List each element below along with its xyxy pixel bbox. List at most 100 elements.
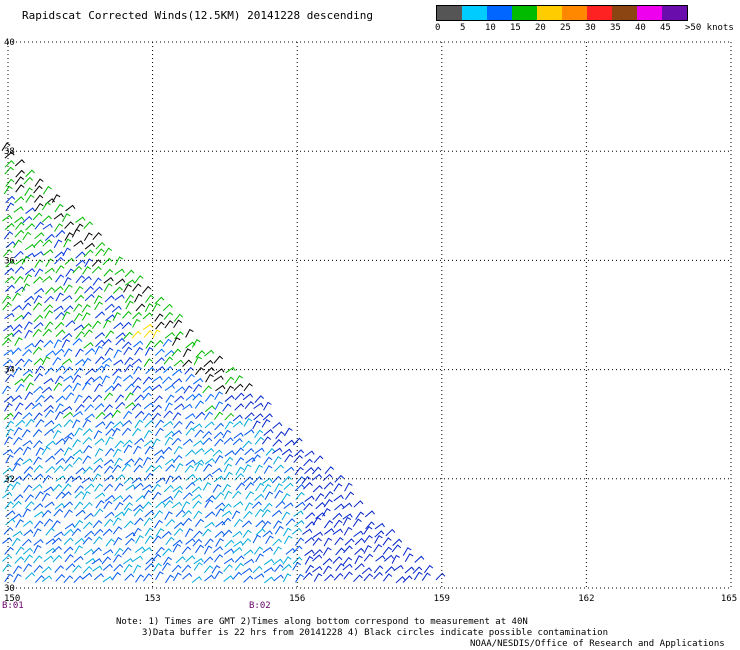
wind-barb [83, 548, 95, 556]
wind-barb [21, 538, 32, 547]
wind-barb [12, 329, 22, 337]
wind-barb [103, 247, 113, 257]
wind-barb [213, 411, 224, 420]
wind-barb [312, 554, 323, 562]
wind-barb [114, 394, 125, 403]
wind-barb [4, 267, 15, 275]
wind-barb [63, 501, 73, 509]
wind-barb [2, 448, 14, 456]
wind-barb [22, 458, 33, 465]
wind-barb [323, 481, 334, 490]
wind-barb [55, 457, 66, 465]
wind-barb [55, 229, 66, 238]
wind-barb [102, 563, 113, 571]
wind-barb [23, 358, 33, 368]
wind-barb [64, 554, 74, 563]
wind-barb [23, 554, 33, 563]
wind-barb [74, 394, 83, 404]
wind-barb [315, 512, 326, 520]
lon-tick-label: 153 [144, 594, 160, 604]
wind-barb [391, 554, 401, 564]
wind-barb [5, 510, 16, 518]
wind-barb [34, 511, 45, 518]
wind-barb [224, 450, 235, 457]
legend-swatch [487, 6, 512, 20]
wind-barb [343, 571, 353, 580]
wind-barb [14, 265, 25, 274]
wind-barb [243, 575, 254, 583]
wind-barb [274, 489, 284, 499]
wind-barb [91, 266, 102, 274]
wind-barb [44, 501, 55, 508]
legend-swatch [612, 6, 637, 20]
wind-barb [191, 494, 203, 501]
wind-barb [62, 384, 73, 392]
wind-barb [252, 565, 263, 574]
wind-barb [173, 521, 184, 530]
wind-barb [93, 528, 104, 537]
wind-barb [225, 385, 234, 395]
wind-barb [73, 519, 84, 529]
wind-barb [254, 429, 264, 438]
wind-barb [35, 365, 45, 374]
wind-barb [203, 463, 213, 472]
wind-barb [211, 467, 223, 475]
wind-barb [272, 421, 283, 429]
wind-barb [122, 310, 132, 319]
wind-barb [322, 547, 332, 556]
wind-barb [205, 495, 216, 503]
wind-barb [51, 537, 62, 545]
wind-barb [294, 537, 305, 546]
wind-barb [75, 216, 86, 223]
wind-barb [54, 375, 64, 385]
wind-barb [391, 544, 402, 553]
wind-barb [22, 520, 34, 527]
wind-barb [252, 534, 262, 544]
wind-barb [233, 518, 244, 527]
wind-barb [105, 436, 114, 446]
wind-barb [162, 548, 172, 556]
wind-barb [92, 520, 103, 528]
wind-barb [182, 403, 193, 411]
wind-barb [12, 462, 21, 472]
wind-barb [233, 540, 244, 548]
wind-barb [185, 393, 196, 401]
wind-barb [232, 420, 243, 428]
legend-swatch [562, 6, 587, 20]
wind-barb [91, 259, 102, 267]
wind-barb [24, 252, 35, 259]
wind-barb [132, 555, 143, 562]
wind-barb [152, 302, 161, 312]
wind-barb [13, 436, 23, 446]
wind-barb [144, 347, 154, 356]
wind-barb [121, 427, 132, 436]
wind-barb [15, 221, 25, 230]
wind-barb [23, 547, 34, 555]
wind-barb [64, 523, 76, 530]
wind-barb [332, 556, 343, 564]
wind-barb [284, 453, 294, 463]
wind-barb [172, 412, 182, 421]
wind-barb [382, 537, 392, 546]
wind-barb [363, 545, 372, 554]
wind-barb [142, 385, 153, 393]
wind-barb [5, 202, 15, 212]
wind-barb [41, 509, 52, 518]
wind-barb [232, 530, 243, 538]
wind-barb [81, 323, 92, 331]
wind-barb [334, 536, 344, 546]
wind-barb [4, 573, 14, 582]
wind-barb [243, 549, 254, 557]
wind-barb [242, 567, 253, 575]
wind-barb [304, 495, 315, 503]
wind-barb [62, 295, 73, 302]
wind-barb [114, 294, 125, 301]
wind-barb [322, 565, 332, 575]
wind-barb [22, 446, 32, 456]
wind-barb [111, 409, 121, 418]
wind-barb [62, 411, 74, 419]
wind-barb [224, 471, 233, 481]
wind-barb [111, 571, 121, 581]
wind-barb [92, 277, 102, 286]
wind-barb [35, 575, 45, 583]
